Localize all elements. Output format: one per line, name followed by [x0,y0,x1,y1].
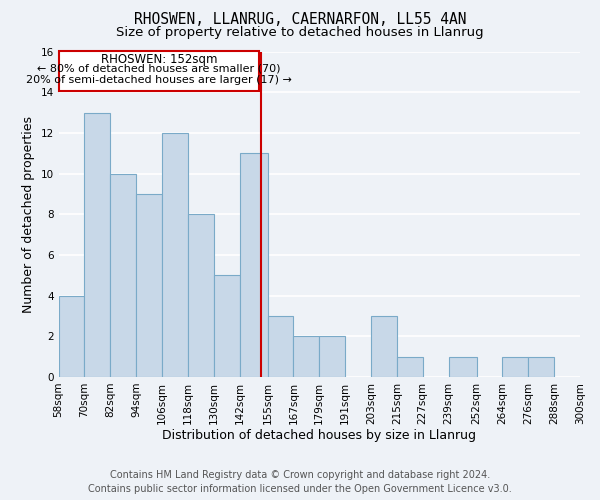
Bar [59,52,259,91]
Bar [136,194,162,377]
Text: ← 80% of detached houses are smaller (70): ← 80% of detached houses are smaller (70… [37,63,281,73]
Bar [85,112,110,377]
Bar [449,356,476,377]
Text: 20% of semi-detached houses are larger (17) →: 20% of semi-detached houses are larger (… [26,74,292,85]
X-axis label: Distribution of detached houses by size in Llanrug: Distribution of detached houses by size … [162,430,476,442]
Bar [371,316,397,377]
Bar [528,356,554,377]
Bar [319,336,345,377]
Bar [59,296,85,377]
Text: Contains HM Land Registry data © Crown copyright and database right 2024.
Contai: Contains HM Land Registry data © Crown c… [88,470,512,494]
Bar [188,214,214,377]
Text: RHOSWEN: 152sqm: RHOSWEN: 152sqm [101,52,217,66]
Bar [397,356,423,377]
Bar [293,336,319,377]
Bar [214,276,239,377]
Y-axis label: Number of detached properties: Number of detached properties [22,116,35,312]
Text: Size of property relative to detached houses in Llanrug: Size of property relative to detached ho… [116,26,484,39]
Bar [110,174,136,377]
Text: RHOSWEN, LLANRUG, CAERNARFON, LL55 4AN: RHOSWEN, LLANRUG, CAERNARFON, LL55 4AN [134,12,466,28]
Bar [502,356,528,377]
Bar [162,133,188,377]
Bar [239,153,268,377]
Bar [268,316,293,377]
